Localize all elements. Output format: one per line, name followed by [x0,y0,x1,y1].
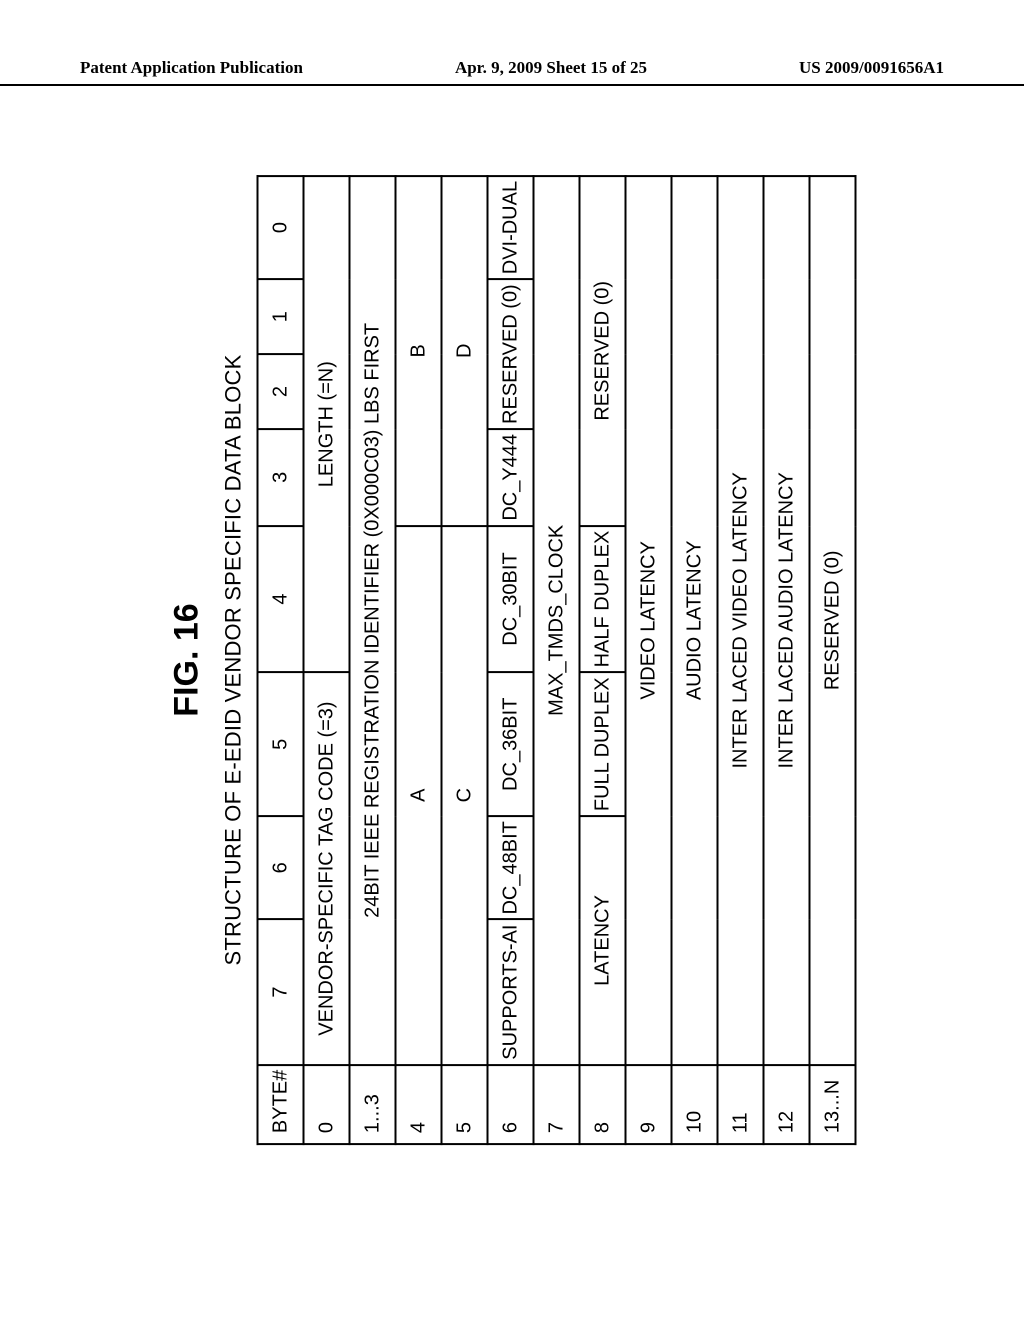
cell-ieee-id: 24BIT IEEE REGISTRATION IDENTIFIER (0X00… [350,176,396,1065]
cell-dvi-dual: DVI-DUAL [488,176,534,279]
byte-num: 7 [534,1065,580,1144]
byte-num: 1...3 [350,1065,396,1144]
cell-d: D [442,176,488,526]
cell-reserved: RESERVED (0) [488,279,534,429]
table-row: 13...N RESERVED (0) [810,176,856,1144]
bit-7: 7 [258,920,304,1065]
byte-num: 5 [442,1065,488,1144]
table-row: 6 SUPPORTS-AI DC_48BIT DC_36BIT DC_30BIT… [488,176,534,1144]
cell-max-tmds: MAX_TMDS_CLOCK [534,176,580,1065]
table-row: BYTE# 7 6 5 4 3 2 1 0 [258,176,304,1144]
cell-dc30: DC_30BIT [488,526,534,673]
bit-0: 0 [258,176,304,279]
table-row: 0 VENDOR-SPECIFIC TAG CODE (=3) LENGTH (… [304,176,350,1144]
cell-y444: DC_Y444 [488,429,534,526]
header-left: Patent Application Publication [80,58,303,78]
figure-label: FIG. 16 [168,175,207,1145]
edid-table: BYTE# 7 6 5 4 3 2 1 0 0 VENDOR-SPECIFIC … [257,175,857,1145]
byte-num: 13...N [810,1065,856,1144]
table-row: 12 INTER LACED AUDIO LATENCY [764,176,810,1144]
cell-a: A [396,526,442,1065]
cell-video-latency: VIDEO LATENCY [626,176,672,1065]
page-header: Patent Application Publication Apr. 9, 2… [0,58,1024,86]
bit-5: 5 [258,672,304,816]
bit-3: 3 [258,429,304,526]
byte-num: 0 [304,1065,350,1144]
table-row: 1...3 24BIT IEEE REGISTRATION IDENTIFIER… [350,176,396,1144]
cell-dc48: DC_48BIT [488,816,534,919]
cell-interlaced-audio: INTER LACED AUDIO LATENCY [764,176,810,1065]
bit-4: 4 [258,526,304,673]
cell-tag-code: VENDOR-SPECIFIC TAG CODE (=3) [304,672,350,1064]
table-row: 10 AUDIO LATENCY [672,176,718,1144]
cell-full-duplex: FULL DUPLEX [580,672,626,816]
table-row: 11 INTER LACED VIDEO LATENCY [718,176,764,1144]
cell-length: LENGTH (=N) [304,176,350,672]
cell-supports-ai: SUPPORTS-AI [488,920,534,1065]
cell-c: C [442,526,488,1065]
table-row: 7 MAX_TMDS_CLOCK [534,176,580,1144]
byte-num: 9 [626,1065,672,1144]
cell-reserved: RESERVED (0) [580,176,626,526]
header-center: Apr. 9, 2009 Sheet 15 of 25 [455,58,647,78]
table-row: 9 VIDEO LATENCY [626,176,672,1144]
byte-num: 11 [718,1065,764,1144]
cell-b: B [396,176,442,526]
header-right: US 2009/0091656A1 [799,58,944,78]
cell-interlaced-video: INTER LACED VIDEO LATENCY [718,176,764,1065]
figure-caption: STRUCTURE OF E-EDID VENDOR SPECIFIC DATA… [221,175,247,1145]
byte-num: 12 [764,1065,810,1144]
cell-reserved: RESERVED (0) [810,176,856,1065]
cell-latency: LATENCY [580,816,626,1065]
byte-num: 10 [672,1065,718,1144]
figure-container: FIG. 16 STRUCTURE OF E-EDID VENDOR SPECI… [168,175,857,1145]
byte-num: 4 [396,1065,442,1144]
byte-num: 6 [488,1065,534,1144]
page: Patent Application Publication Apr. 9, 2… [0,0,1024,1320]
table-row: 5 C D [442,176,488,1144]
table-row: 4 A B [396,176,442,1144]
bit-6: 6 [258,816,304,919]
byte-header: BYTE# [258,1065,304,1144]
cell-audio-latency: AUDIO LATENCY [672,176,718,1065]
cell-half-duplex: HALF DUPLEX [580,526,626,673]
cell-dc36: DC_36BIT [488,672,534,816]
table-row: 8 LATENCY FULL DUPLEX HALF DUPLEX RESERV… [580,176,626,1144]
bit-2: 2 [258,354,304,429]
bit-1: 1 [258,279,304,354]
byte-num: 8 [580,1065,626,1144]
